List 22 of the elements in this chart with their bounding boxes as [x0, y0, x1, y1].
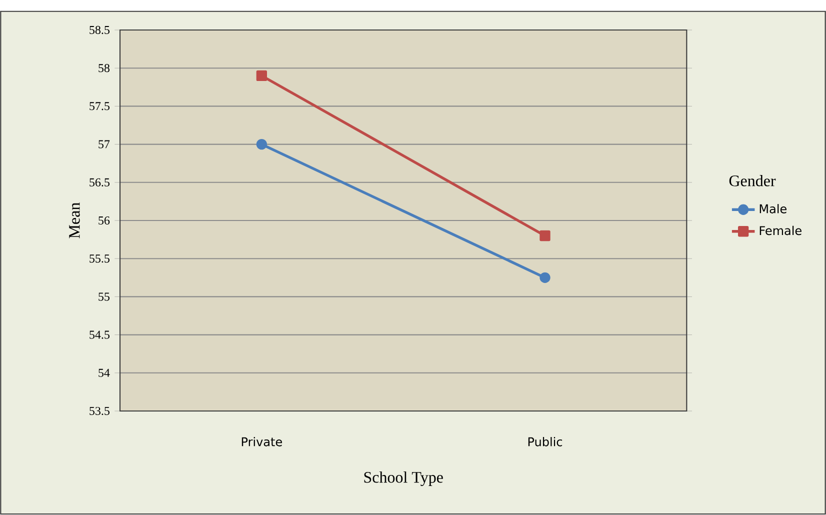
y-tick-label: 55.5: [90, 254, 110, 263]
x-tick-label: Public: [528, 437, 562, 447]
y-tick-label: 56.5: [90, 178, 110, 187]
point: [256, 139, 268, 150]
y-tick-label: 55: [98, 292, 110, 301]
y-tick-label: 56: [98, 216, 110, 225]
legend-label: Male: [760, 204, 787, 214]
y-tick-label: 54: [98, 369, 110, 378]
x-tick-label: Private: [242, 437, 282, 447]
y-tick-label: 57.5: [90, 102, 110, 110]
x-axis-title: School Type: [364, 472, 443, 486]
point: [540, 230, 550, 242]
y-tick-label: 54.5: [90, 330, 110, 340]
y-tick-label: 58.5: [90, 26, 110, 34]
point: [540, 272, 550, 284]
y-tick-label: 53.5: [90, 407, 110, 416]
legend-label: Female: [760, 226, 802, 236]
y-axis-title: Mean: [69, 202, 80, 238]
legend-title: Gender: [729, 175, 776, 187]
point: [256, 70, 268, 82]
y-tick-label: 57: [98, 140, 110, 149]
y-tick-label: 58: [98, 64, 110, 72]
